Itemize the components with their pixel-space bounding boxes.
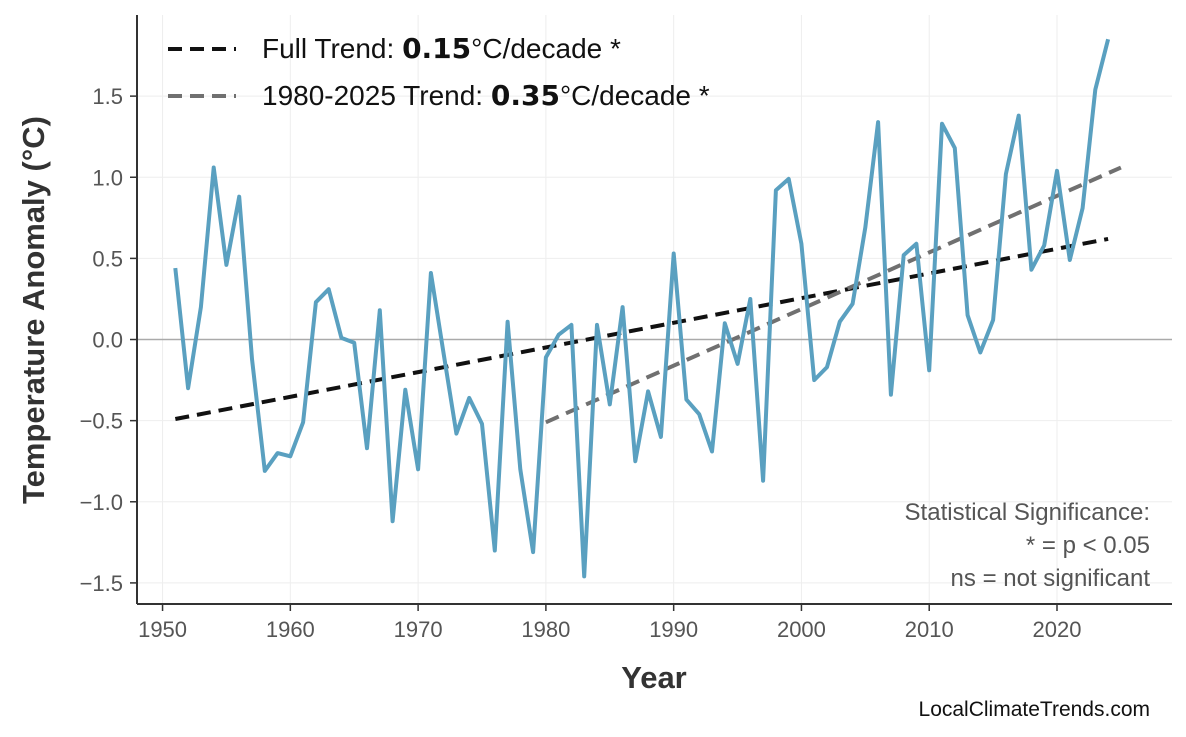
significance-ns: ns = not significant: [951, 565, 1151, 592]
x-tick-label: 1960: [266, 617, 315, 642]
trend-lines: [174, 165, 1122, 425]
y-tick-label: −1.5: [80, 571, 123, 596]
trend-line: [174, 236, 1109, 421]
anomaly-series-line: [173, 38, 1111, 579]
axes: 1950 1960 1970 1980 1990 2000 2010 2020 −1.5 −1.0…: [80, 15, 1172, 642]
x-tick-label: 1990: [649, 617, 698, 642]
x-tick-label: 1970: [394, 617, 443, 642]
legend-label: 1980-2025 Trend: 0.35°C/decade *: [262, 79, 710, 112]
x-tick-label: 1950: [138, 617, 187, 642]
x-tick-label: 2010: [905, 617, 954, 642]
significance-star: * = p < 0.05: [1026, 532, 1150, 559]
y-tick-label: 0.5: [92, 246, 123, 271]
x-axis-label: Year: [621, 660, 687, 695]
y-tick-label: −1.0: [80, 490, 123, 515]
y-tick-label: 0.0: [92, 328, 123, 353]
y-tick-label: −0.5: [80, 409, 123, 434]
x-tick-label: 2000: [777, 617, 826, 642]
trend-line: [545, 165, 1122, 425]
y-axis-label: Temperature Anomaly (°C): [16, 116, 51, 504]
y-tick-label: 1.0: [92, 165, 123, 190]
x-tick-label: 1980: [521, 617, 570, 642]
significance-title: Statistical Significance:: [905, 499, 1150, 526]
legend: Full Trend: 0.15°C/decade * 1980-2025 Tre…: [168, 32, 710, 112]
x-tick-label: 2020: [1033, 617, 1082, 642]
legend-label: Full Trend: 0.15°C/decade *: [262, 32, 621, 65]
source-credit: LocalClimateTrends.com: [919, 698, 1150, 721]
y-tick-label: 1.5: [92, 84, 123, 109]
